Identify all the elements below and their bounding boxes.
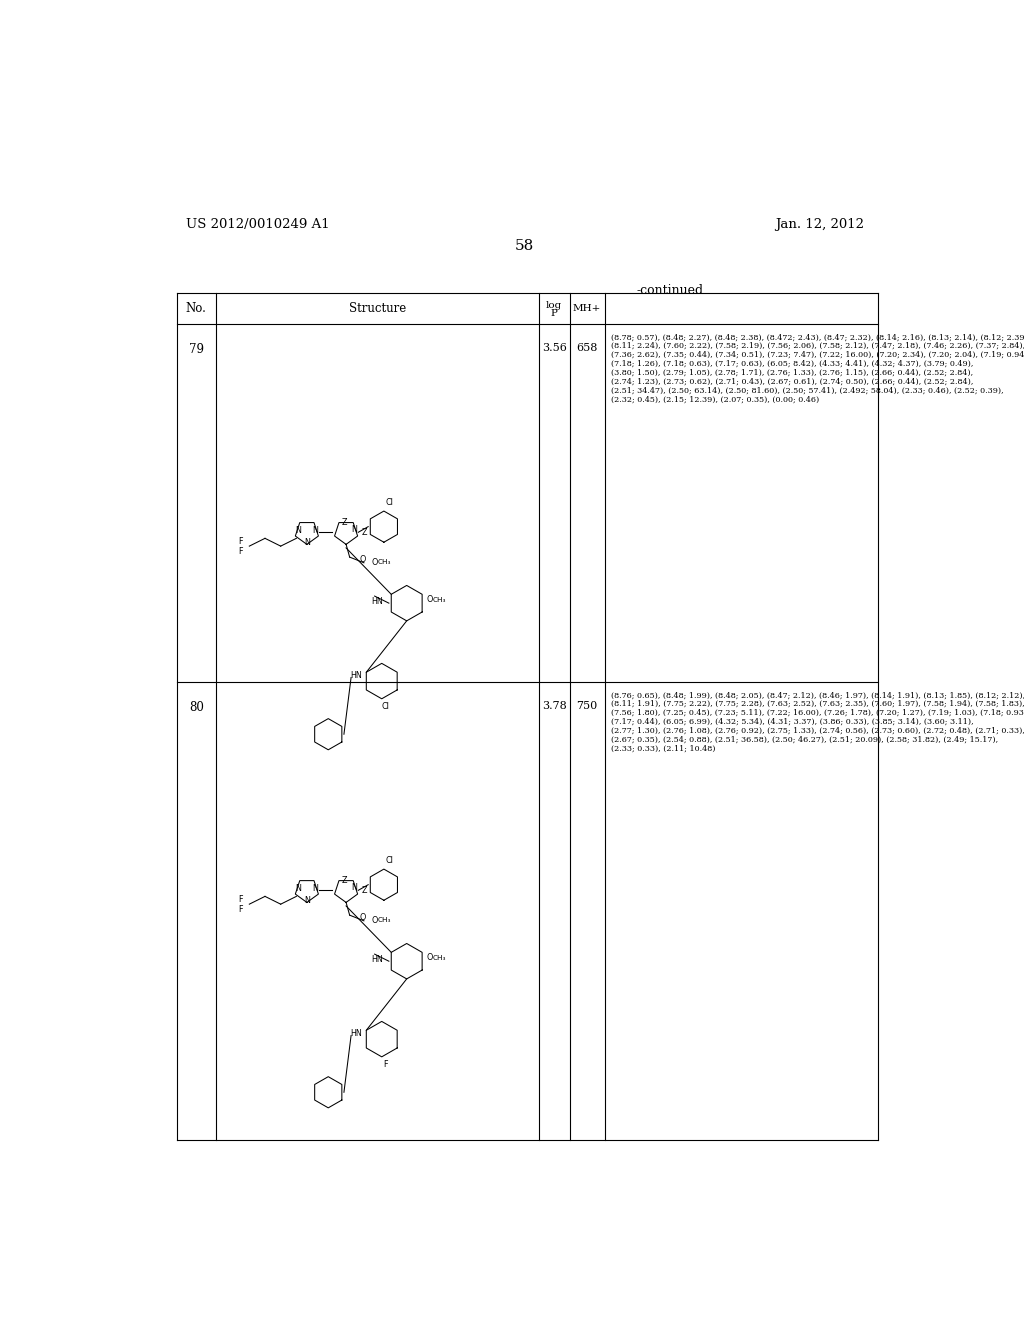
Text: Structure: Structure <box>348 302 406 315</box>
Text: Cl: Cl <box>386 498 393 507</box>
Text: O: O <box>359 913 366 921</box>
Text: Z: Z <box>341 876 347 884</box>
Text: 79: 79 <box>188 343 204 356</box>
Text: 750: 750 <box>577 701 598 711</box>
Text: (8.78; 0.57), (8.48; 2.27), (8.48; 2.38), (8.472; 2.43), (8.47; 2.32), (8.14; 2.: (8.78; 0.57), (8.48; 2.27), (8.48; 2.38)… <box>611 333 1024 341</box>
Text: US 2012/0010249 A1: US 2012/0010249 A1 <box>186 218 330 231</box>
Text: F: F <box>238 895 243 904</box>
Text: N: N <box>295 883 301 892</box>
Text: HN: HN <box>372 597 383 606</box>
Text: N: N <box>304 896 310 904</box>
Text: O: O <box>359 554 366 564</box>
Text: HN: HN <box>350 671 361 680</box>
Text: (2.51; 34.47), (2.50; 63.14), (2.50; 81.60), (2.50; 57.41), (2.492; 58.04), (2.3: (2.51; 34.47), (2.50; 63.14), (2.50; 81.… <box>611 387 1004 395</box>
Text: (2.74; 1.23), (2.73; 0.62), (2.71; 0.43), (2.67; 0.61), (2.74; 0.50), (2.66; 0.4: (2.74; 1.23), (2.73; 0.62), (2.71; 0.43)… <box>611 378 973 385</box>
Text: F: F <box>238 548 243 556</box>
Text: HN: HN <box>350 1030 361 1038</box>
Text: (7.17; 0.44), (6.05; 6.99), (4.32; 5.34), (4.31; 3.37), (3.86; 0.33), (3.85; 3.1: (7.17; 0.44), (6.05; 6.99), (4.32; 5.34)… <box>611 718 974 726</box>
Text: Z: Z <box>341 517 347 527</box>
Text: 3.56: 3.56 <box>542 343 566 354</box>
Text: N: N <box>351 883 357 892</box>
Text: (2.32; 0.45), (2.15; 12.39), (2.07; 0.35), (0.00; 0.46): (2.32; 0.45), (2.15; 12.39), (2.07; 0.35… <box>611 395 819 403</box>
Text: Z: Z <box>361 886 367 895</box>
Text: 658: 658 <box>577 343 598 354</box>
Text: HN: HN <box>372 956 383 965</box>
Text: (3.80; 1.50), (2.79; 1.05), (2.78; 1.71), (2.76; 1.33), (2.76; 1.15), (2.66; 0.4: (3.80; 1.50), (2.79; 1.05), (2.78; 1.71)… <box>611 368 973 376</box>
Text: (2.67; 0.35), (2.54; 0.88), (2.51; 36.58), (2.50; 46.27), (2.51; 20.09), (2.58; : (2.67; 0.35), (2.54; 0.88), (2.51; 36.58… <box>611 735 998 743</box>
Text: (2.77; 1.30), (2.76; 1.08), (2.76; 0.92), (2.75; 1.33), (2.74; 0.56), (2.73; 0.6: (2.77; 1.30), (2.76; 1.08), (2.76; 0.92)… <box>611 726 1024 735</box>
Text: CH₃: CH₃ <box>378 917 391 923</box>
Text: F: F <box>383 1060 387 1069</box>
Text: (2.33; 0.33), (2.11; 10.48): (2.33; 0.33), (2.11; 10.48) <box>611 744 716 752</box>
Text: MH+: MH+ <box>573 304 601 313</box>
Text: 80: 80 <box>188 701 204 714</box>
Text: CH₃: CH₃ <box>378 560 391 565</box>
Text: N: N <box>295 525 301 535</box>
Text: (7.18; 1.26), (7.18; 0.63), (7.17; 0.63), (6.05; 8.42), (4.33; 4.41), (4.32; 4.3: (7.18; 1.26), (7.18; 0.63), (7.17; 0.63)… <box>611 360 973 368</box>
Text: CH₃: CH₃ <box>432 954 445 961</box>
Text: Jan. 12, 2012: Jan. 12, 2012 <box>775 218 864 231</box>
Text: N: N <box>304 537 310 546</box>
Text: (8.11; 1.91), (7.75; 2.22), (7.75; 2.28), (7.63; 2.52), (7.63; 2.35), (7.60; 1.9: (8.11; 1.91), (7.75; 2.22), (7.75; 2.28)… <box>611 700 1024 708</box>
Text: F: F <box>238 537 243 546</box>
Text: N: N <box>312 525 318 535</box>
Text: Cl: Cl <box>381 702 389 711</box>
Text: O: O <box>427 953 433 962</box>
Text: (8.76; 0.65), (8.48; 1.99), (8.48; 2.05), (8.47; 2.12), (8.46; 1.97), (8.14; 1.9: (8.76; 0.65), (8.48; 1.99), (8.48; 2.05)… <box>611 692 1024 700</box>
Text: O: O <box>371 558 378 568</box>
Text: Cl: Cl <box>386 855 393 865</box>
Text: log: log <box>546 301 562 310</box>
Text: (7.36; 2.62), (7.35; 0.44), (7.34; 0.51), (7.23; 7.47), (7.22; 16.00), (7.20; 2.: (7.36; 2.62), (7.35; 0.44), (7.34; 0.51)… <box>611 351 1024 359</box>
Text: N: N <box>351 525 357 535</box>
Text: F: F <box>238 906 243 915</box>
Text: 3.78: 3.78 <box>542 701 566 711</box>
Text: (8.11; 2.24), (7.60; 2.22), (7.58; 2.19), (7.56; 2.06), (7.58; 2.12), (7.47; 2.1: (8.11; 2.24), (7.60; 2.22), (7.58; 2.19)… <box>611 342 1024 350</box>
Text: -continued: -continued <box>637 284 705 297</box>
Text: O: O <box>371 916 378 925</box>
Text: CH₃: CH₃ <box>432 597 445 603</box>
Text: O: O <box>427 595 433 605</box>
Text: No.: No. <box>185 302 207 315</box>
Text: N: N <box>312 883 318 892</box>
Text: 58: 58 <box>515 239 535 253</box>
Text: Z: Z <box>361 528 367 537</box>
Text: (7.56; 1.80), (7.25; 0.45), (7.23; 5.11), (7.22; 16.00), (7.26; 1.78), (7.20; 1.: (7.56; 1.80), (7.25; 0.45), (7.23; 5.11)… <box>611 709 1024 717</box>
Text: P: P <box>551 309 558 318</box>
